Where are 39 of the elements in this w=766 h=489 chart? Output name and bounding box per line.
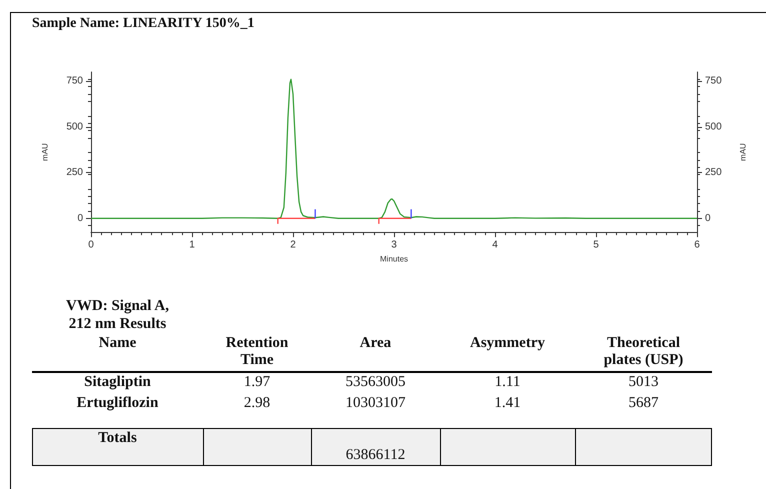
- line-series: [90, 78, 698, 219]
- x-tick-label: 1: [189, 240, 196, 251]
- y-tick-label: 750: [66, 76, 84, 87]
- x-tick-label: 0: [88, 240, 94, 251]
- y-tick-label: 0: [77, 212, 84, 224]
- y-tick-label: 500: [66, 121, 84, 132]
- x-tick-label: 3: [391, 240, 398, 251]
- text: Area: [358, 335, 392, 352]
- text: 1.97: [242, 374, 272, 391]
- text: VWD: Signal A,: [65, 298, 170, 315]
- text: Ertugliflozin: [76, 395, 160, 412]
- y2-tick-label: 0: [705, 212, 711, 224]
- text: Name: [98, 335, 138, 352]
- y2-axis-title: mAU: [738, 142, 748, 161]
- y-tick-label: 250: [66, 167, 84, 178]
- text: Theoretical plates (USP): [602, 335, 684, 369]
- text: 10303107: [344, 395, 406, 412]
- y2-tick-label: 750: [705, 76, 722, 87]
- text: Totals: [97, 430, 138, 447]
- x-axis-title: Minutes: [380, 254, 408, 264]
- text: 2.98: [242, 395, 272, 412]
- text: Retention Time: [224, 335, 290, 369]
- text: 5687: [628, 395, 660, 412]
- text: 212 nm Results: [68, 316, 168, 333]
- text: 5013: [628, 374, 660, 391]
- x-tick-label: 2: [290, 240, 296, 251]
- chart-title: Sample Name: LINEARITY 150%_1: [32, 16, 254, 32]
- text: 1.11: [494, 374, 522, 391]
- text: Sitagliptin: [83, 374, 152, 391]
- text: 53563005: [344, 374, 406, 391]
- y2-tick-label: 250: [705, 167, 722, 178]
- x-tick-label: 6: [694, 240, 700, 251]
- y2-tick-label: 500: [705, 121, 722, 132]
- text: 1.41: [493, 395, 522, 412]
- x-tick-label: 4: [492, 240, 498, 251]
- text: Asymmetry: [469, 335, 546, 352]
- text: 63866112: [344, 447, 406, 464]
- x-tick-label: 5: [593, 240, 600, 251]
- y-axis-title: mAU: [40, 142, 50, 161]
